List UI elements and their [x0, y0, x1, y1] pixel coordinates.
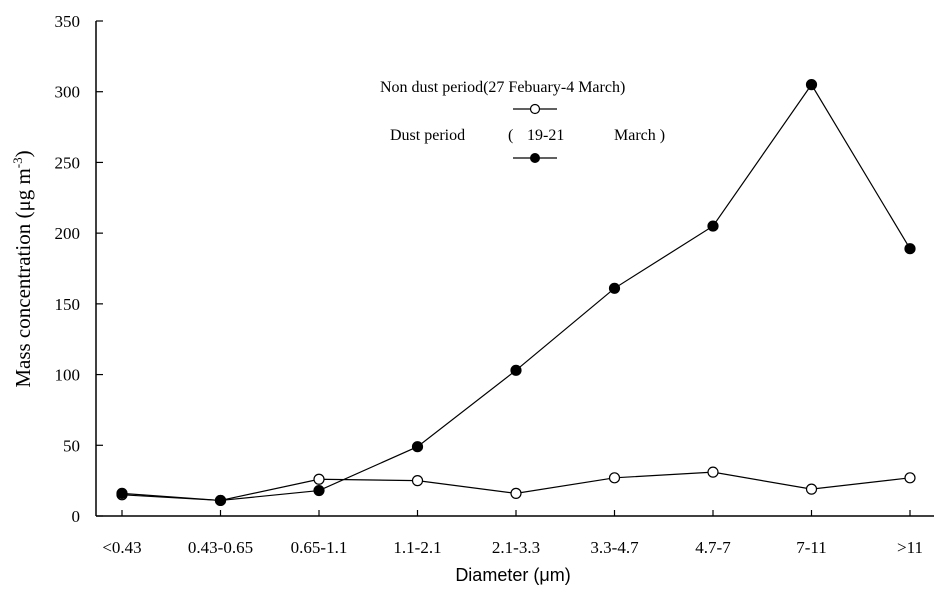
y-tick-label: 150: [55, 295, 81, 314]
y-tick-label: 300: [55, 83, 81, 102]
y-tick-label: 200: [55, 224, 81, 243]
y-tick-label: 50: [63, 436, 80, 455]
dust-data-point: [313, 484, 325, 497]
x-tick-label: >11: [897, 538, 923, 557]
dust-data-point: [510, 364, 522, 376]
legend-label-dust-4: March ): [614, 127, 665, 144]
legend-marker-non-dust: [529, 103, 541, 115]
dust-data-point: [805, 79, 818, 91]
x-tick-label: <0.43: [102, 538, 141, 557]
dust-data-point: [608, 282, 621, 294]
x-tick-label: 0.65-1.1: [291, 538, 348, 557]
series-layer: [116, 79, 916, 507]
non-dust-data-point: [510, 487, 522, 499]
x-tick-label: 4.7-7: [695, 538, 731, 557]
plot-area: [95, 21, 934, 517]
x-axis-title: Diameter (μm): [455, 565, 570, 585]
dust-data-point: [214, 494, 227, 507]
non-dust-data-point: [313, 473, 325, 485]
non-dust-data-point: [608, 472, 621, 484]
x-tick-label: 0.43-0.65: [188, 538, 253, 557]
dust-data-point: [116, 487, 128, 499]
legend: Non dust period(27 Febuary-4 March) Dust…: [380, 79, 665, 163]
non-dust-data-point: [805, 483, 818, 495]
x-tick-label: 1.1-2.1: [393, 538, 441, 557]
dust-data-point: [707, 220, 719, 232]
y-tick-label: 100: [55, 366, 81, 385]
legend-label-non-dust: Non dust period(27 Febuary-4 March): [380, 79, 625, 96]
dust-data-point: [411, 441, 424, 453]
y-tick-label: 0: [72, 507, 81, 526]
y-tick-label: 350: [55, 12, 81, 31]
x-axis-ticks: <0.43 0.43-0.65 0.65-1.1 1.1-2.1 2.1-3.3 3.3-…: [102, 510, 923, 557]
x-tick-label: 3.3-4.7: [590, 538, 639, 557]
dust-data-point: [904, 243, 916, 255]
non-dust-data-point: [411, 475, 424, 487]
non-dust-data-point: [707, 466, 719, 478]
non-dust-data-point: [904, 472, 916, 484]
legend-marker-dust: [530, 153, 540, 163]
x-tick-label: 7-11: [796, 538, 827, 557]
y-axis-ticks: 0 50 100 150 200 250 300 350: [55, 12, 103, 526]
series-line-1: [121, 83, 911, 502]
legend-label-dust-1: Dust period: [390, 127, 465, 144]
legend-label-dust-2: (: [508, 127, 513, 144]
y-axis-title: Mass concentration (μg m-3): [10, 150, 35, 387]
y-tick-label: 250: [55, 153, 81, 172]
x-tick-label: 2.1-3.3: [492, 538, 540, 557]
legend-label-dust-3: 19-21: [527, 127, 564, 144]
